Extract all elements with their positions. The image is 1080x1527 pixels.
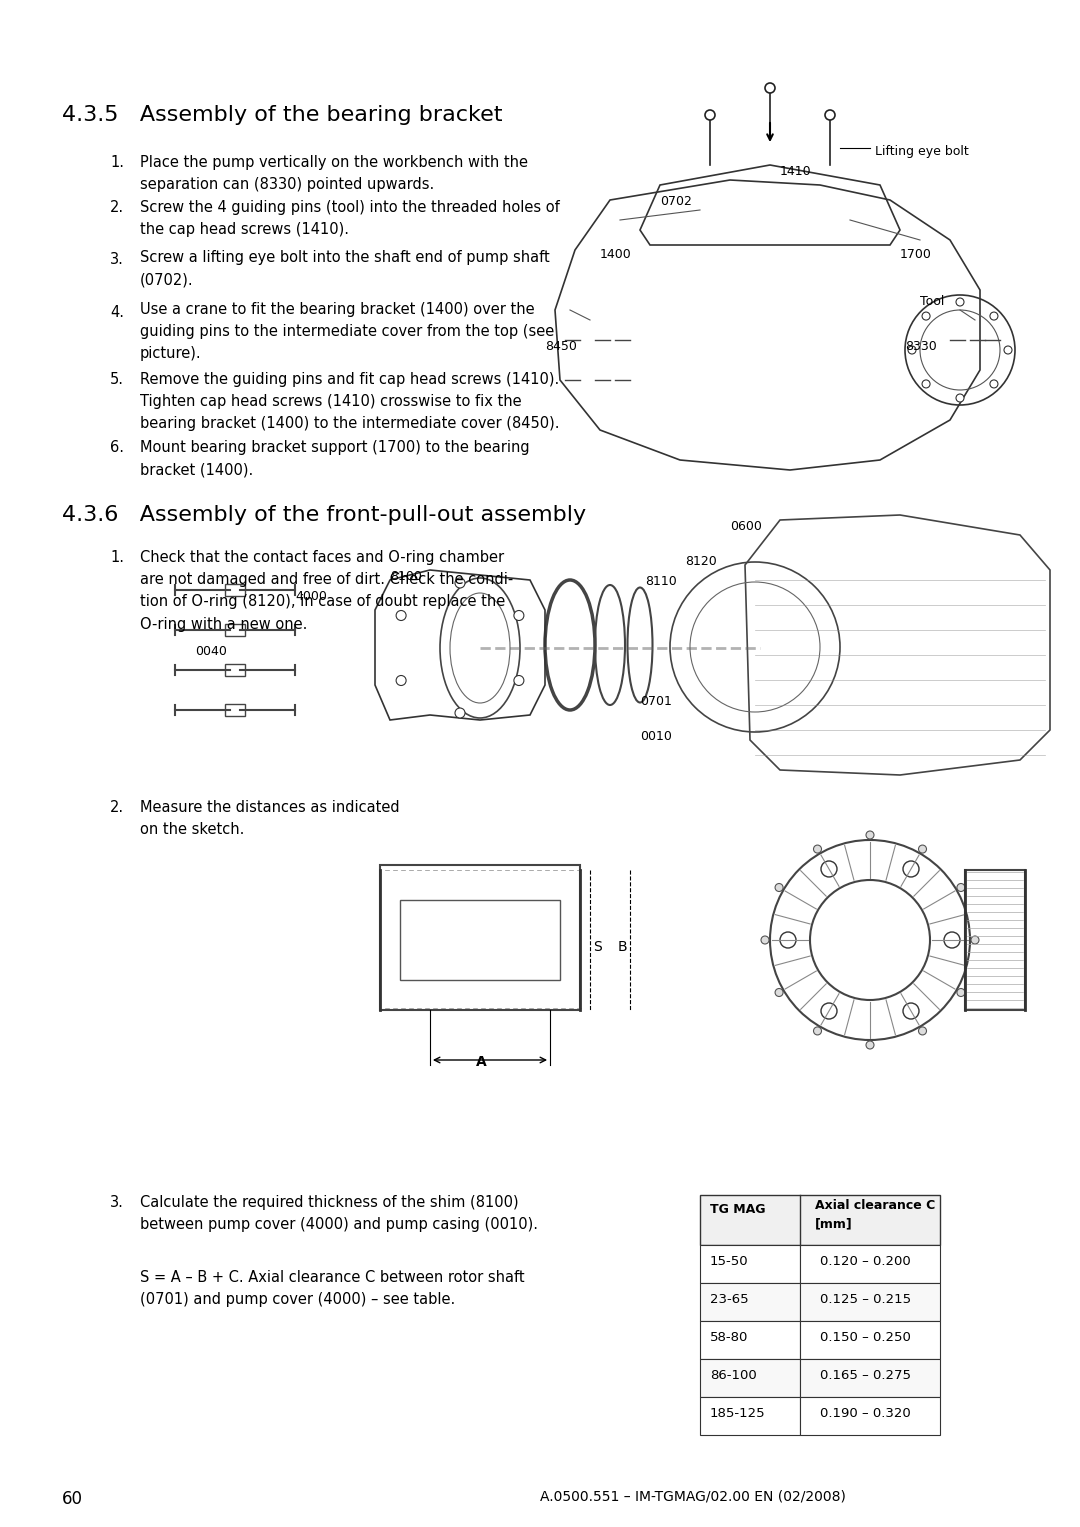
- Text: 0702: 0702: [660, 195, 692, 208]
- Text: Screw the 4 guiding pins (tool) into the threaded holes of
the cap head screws (: Screw the 4 guiding pins (tool) into the…: [140, 200, 559, 237]
- Text: 3.: 3.: [110, 252, 124, 267]
- Text: 2.: 2.: [110, 800, 124, 815]
- Text: 0010: 0010: [640, 730, 672, 744]
- Text: Place the pump vertically on the workbench with the
separation can (8330) pointe: Place the pump vertically on the workben…: [140, 156, 528, 192]
- Text: B: B: [618, 941, 627, 954]
- Bar: [400, 899, 561, 980]
- Circle shape: [990, 380, 998, 388]
- Text: Check that the contact faces and O-ring chamber
are not damaged and free of dirt: Check that the contact faces and O-ring …: [140, 550, 513, 632]
- Text: Screw a lifting eye bolt into the shaft end of pump shaft
(0702).: Screw a lifting eye bolt into the shaft …: [140, 250, 550, 287]
- Text: 0.150 – 0.250: 0.150 – 0.250: [820, 1332, 910, 1344]
- Circle shape: [971, 936, 978, 944]
- Text: 2.: 2.: [110, 200, 124, 215]
- Circle shape: [813, 1028, 822, 1035]
- Bar: [225, 583, 245, 596]
- Circle shape: [514, 611, 524, 620]
- Text: 60: 60: [62, 1490, 83, 1509]
- Text: S: S: [593, 941, 602, 954]
- Text: Remove the guiding pins and fit cap head screws (1410).
Tighten cap head screws : Remove the guiding pins and fit cap head…: [140, 373, 559, 432]
- Text: 1.: 1.: [110, 550, 124, 565]
- Bar: [700, 1196, 940, 1245]
- Text: 23-65: 23-65: [710, 1293, 748, 1306]
- Circle shape: [775, 988, 783, 997]
- Text: Calculate the required thickness of the shim (8100)
between pump cover (4000) an: Calculate the required thickness of the …: [140, 1196, 538, 1232]
- Bar: [700, 1321, 800, 1359]
- Text: 86-100: 86-100: [710, 1370, 757, 1382]
- Circle shape: [396, 611, 406, 620]
- Circle shape: [922, 312, 930, 321]
- Text: 3.: 3.: [110, 1196, 124, 1209]
- Circle shape: [455, 709, 465, 718]
- Circle shape: [956, 394, 964, 402]
- Text: 0.125 – 0.215: 0.125 – 0.215: [820, 1293, 912, 1306]
- Text: Tool: Tool: [920, 295, 944, 308]
- Text: 8120: 8120: [685, 554, 717, 568]
- Text: 0040: 0040: [195, 644, 227, 658]
- Bar: [800, 1283, 940, 1321]
- Text: 8450: 8450: [545, 341, 577, 353]
- Circle shape: [944, 931, 960, 948]
- Text: 1.: 1.: [110, 156, 124, 169]
- Text: 0.165 – 0.275: 0.165 – 0.275: [820, 1370, 912, 1382]
- Circle shape: [903, 1003, 919, 1019]
- Text: Measure the distances as indicated
on the sketch.: Measure the distances as indicated on th…: [140, 800, 400, 837]
- Circle shape: [918, 844, 927, 854]
- Bar: [800, 1359, 940, 1397]
- Circle shape: [821, 1003, 837, 1019]
- Bar: [225, 704, 245, 716]
- Text: 185-125: 185-125: [710, 1406, 766, 1420]
- Text: 0701: 0701: [640, 695, 672, 709]
- Circle shape: [990, 312, 998, 321]
- Bar: [800, 1321, 940, 1359]
- Text: 15-50: 15-50: [710, 1255, 748, 1267]
- Text: Use a crane to fit the bearing bracket (1400) over the
guiding pins to the inter: Use a crane to fit the bearing bracket (…: [140, 302, 554, 362]
- Text: Axial clearance C
[mm]: Axial clearance C [mm]: [815, 1199, 935, 1231]
- Bar: [380, 864, 580, 1009]
- Circle shape: [705, 110, 715, 121]
- Text: S = A – B + C. Axial clearance C between rotor shaft
(0701) and pump cover (4000: S = A – B + C. Axial clearance C between…: [140, 1270, 525, 1307]
- Circle shape: [825, 110, 835, 121]
- Bar: [966, 870, 1025, 1009]
- Circle shape: [957, 988, 964, 997]
- Circle shape: [761, 936, 769, 944]
- Text: 6.: 6.: [110, 440, 124, 455]
- Text: 4.: 4.: [110, 305, 124, 321]
- Text: 1400: 1400: [600, 247, 632, 261]
- Bar: [700, 1359, 800, 1397]
- Circle shape: [396, 675, 406, 686]
- Circle shape: [821, 861, 837, 876]
- Bar: [225, 625, 245, 637]
- Text: TG MAG: TG MAG: [710, 1203, 766, 1215]
- Circle shape: [780, 931, 796, 948]
- Circle shape: [922, 380, 930, 388]
- Text: 0600: 0600: [730, 521, 761, 533]
- Text: 4.3.5   Assembly of the bearing bracket: 4.3.5 Assembly of the bearing bracket: [62, 105, 502, 125]
- Circle shape: [775, 884, 783, 892]
- Circle shape: [903, 861, 919, 876]
- Circle shape: [765, 82, 775, 93]
- Circle shape: [514, 675, 524, 686]
- Bar: [700, 1397, 800, 1435]
- Bar: [800, 1397, 940, 1435]
- Text: 5.: 5.: [110, 373, 124, 386]
- Circle shape: [1004, 347, 1012, 354]
- Bar: [700, 1283, 800, 1321]
- Circle shape: [957, 884, 964, 892]
- Circle shape: [918, 1028, 927, 1035]
- Bar: [800, 1245, 940, 1283]
- Text: 1700: 1700: [900, 247, 932, 261]
- Text: A.0500.551 – IM-TGMAG/02.00 EN (02/2008): A.0500.551 – IM-TGMAG/02.00 EN (02/2008): [540, 1490, 846, 1504]
- Circle shape: [956, 298, 964, 305]
- Text: 8330: 8330: [905, 341, 936, 353]
- Text: 8100: 8100: [390, 570, 422, 583]
- Text: 8110: 8110: [645, 576, 677, 588]
- Text: 1410: 1410: [780, 165, 812, 179]
- Text: 4.3.6   Assembly of the front-pull-out assembly: 4.3.6 Assembly of the front-pull-out ass…: [62, 505, 586, 525]
- Text: 0.120 – 0.200: 0.120 – 0.200: [820, 1255, 910, 1267]
- Text: A: A: [476, 1055, 487, 1069]
- Circle shape: [908, 347, 916, 354]
- Circle shape: [813, 844, 822, 854]
- Text: 0.190 – 0.320: 0.190 – 0.320: [820, 1406, 910, 1420]
- Text: 58-80: 58-80: [710, 1332, 748, 1344]
- Circle shape: [866, 831, 874, 838]
